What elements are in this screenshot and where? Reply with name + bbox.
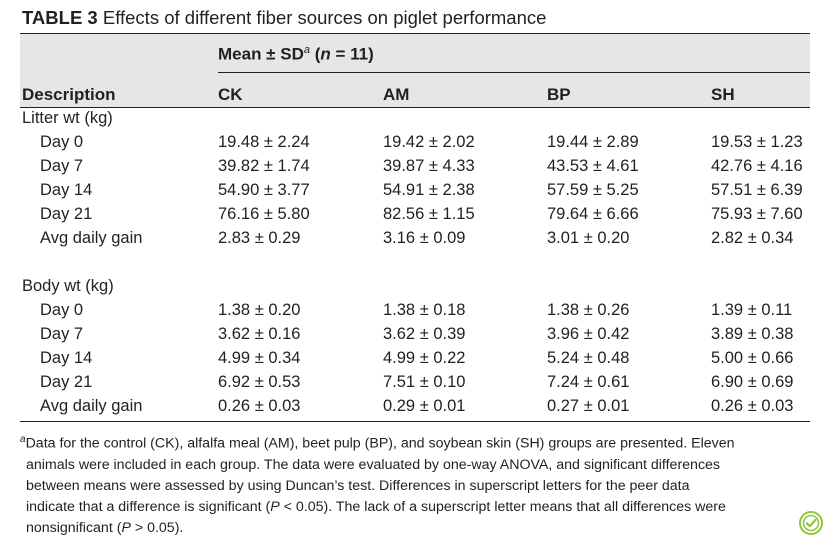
mean-sd-header: Mean ± SDa (n = 11) — [218, 44, 374, 65]
cell-sh: 3.89 ± 0.38 — [711, 325, 794, 343]
table-footnote: aData for the control (CK), alfalfa meal… — [20, 429, 810, 539]
cell-bp: 0.27 ± 0.01 — [547, 397, 630, 415]
mean-sd-label: Mean ± SD — [218, 44, 304, 64]
cell-bp: 79.64 ± 6.66 — [547, 205, 639, 223]
footnote-line: aData for the control (CK), alfalfa meal… — [20, 429, 810, 455]
p-variable: P — [270, 498, 280, 515]
cell-bp: 19.44 ± 2.89 — [547, 133, 639, 151]
footnote-marker: a — [20, 434, 26, 445]
cell-am: 3.62 ± 0.39 — [383, 325, 466, 343]
footnote-line: between means were assessed by using Dun… — [26, 477, 690, 494]
footnote-text: > 0.05). — [130, 519, 184, 536]
mean-sd-footnote-marker: a — [303, 44, 310, 56]
row-label: Day 0 — [40, 133, 84, 151]
row-label: Day 0 — [40, 301, 84, 319]
mean-n-variable: n — [320, 44, 331, 64]
p-variable: P — [121, 519, 131, 536]
cell-am: 54.91 ± 2.38 — [383, 181, 475, 199]
cell-sh: 1.39 ± 0.11 — [711, 301, 793, 319]
section-title-litter-wt: Litter wt (kg) — [22, 109, 113, 127]
cell-sh: 57.51 ± 6.39 — [711, 181, 803, 199]
cell-sh: 2.82 ± 0.34 — [711, 229, 794, 247]
cell-sh: 0.26 ± 0.03 — [711, 397, 794, 415]
footnote-line: indicate that a difference is significan… — [20, 497, 810, 518]
section-title-body-wt: Body wt (kg) — [22, 277, 114, 295]
row-label: Day 14 — [40, 349, 93, 367]
header-band — [20, 34, 810, 108]
cell-sh: 75.93 ± 7.60 — [711, 205, 803, 223]
cell-am: 82.56 ± 1.15 — [383, 205, 475, 223]
cell-sh: 42.76 ± 4.16 — [711, 157, 803, 175]
footnote-text: Data for the control (CK), alfalfa meal … — [25, 435, 735, 452]
bottom-rule — [20, 421, 810, 423]
row-label: Avg daily gain — [40, 229, 143, 247]
cell-ck: 6.92 ± 0.53 — [218, 373, 301, 391]
cell-ck: 3.62 ± 0.16 — [218, 325, 301, 343]
row-label: Avg daily gain — [40, 397, 143, 415]
row-label: Day 21 — [40, 205, 93, 223]
column-header-ck: CK — [218, 85, 243, 104]
cell-bp: 7.24 ± 0.61 — [547, 373, 630, 391]
row-label: Day 7 — [40, 325, 84, 343]
cell-sh: 5.00 ± 0.66 — [711, 349, 794, 367]
cell-ck: 39.82 ± 1.74 — [218, 157, 310, 175]
top-rule — [20, 33, 810, 35]
cell-sh: 6.90 ± 0.69 — [711, 373, 794, 391]
cell-am: 4.99 ± 0.22 — [383, 349, 466, 367]
checkmark-badge-icon[interactable] — [799, 511, 823, 535]
cell-am: 3.16 ± 0.09 — [383, 229, 466, 247]
cell-am: 39.87 ± 4.33 — [383, 157, 475, 175]
table-label: TABLE 3 — [22, 7, 98, 28]
cell-bp: 57.59 ± 5.25 — [547, 181, 639, 199]
cell-bp: 3.01 ± 0.20 — [547, 229, 630, 247]
cell-ck: 0.26 ± 0.03 — [218, 397, 301, 415]
cell-ck: 4.99 ± 0.34 — [218, 349, 301, 367]
column-header-sh: SH — [711, 85, 735, 104]
cell-ck: 1.38 ± 0.20 — [218, 301, 301, 319]
header-rule — [20, 107, 810, 108]
cell-bp: 43.53 ± 4.61 — [547, 157, 639, 175]
mean-n-open: ( — [309, 44, 321, 64]
cell-ck: 54.90 ± 3.77 — [218, 181, 310, 199]
row-label: Day 14 — [40, 181, 93, 199]
description-header: Description — [22, 85, 116, 104]
cell-am: 1.38 ± 0.18 — [383, 301, 466, 319]
footnote-line: animals were included in each group. The… — [26, 456, 721, 473]
cell-sh: 19.53 ± 1.23 — [711, 133, 803, 151]
cell-ck: 2.83 ± 0.29 — [218, 229, 301, 247]
mean-sd-underline — [218, 72, 810, 73]
cell-bp: 1.38 ± 0.26 — [547, 301, 630, 319]
footnote-text: nonsignificant ( — [26, 519, 122, 536]
cell-am: 19.42 ± 2.02 — [383, 133, 475, 151]
cell-ck: 19.48 ± 2.24 — [218, 133, 310, 151]
mean-n-value: = 11) — [330, 44, 374, 64]
cell-ck: 76.16 ± 5.80 — [218, 205, 310, 223]
footnote-line: nonsignificant (P > 0.05). — [20, 518, 810, 539]
column-header-am: AM — [383, 85, 410, 104]
cell-am: 0.29 ± 0.01 — [383, 397, 466, 415]
footnote-text: indicate that a difference is significan… — [26, 498, 271, 515]
cell-bp: 3.96 ± 0.42 — [547, 325, 630, 343]
table-title: Effects of different fiber sources on pi… — [102, 7, 547, 28]
row-label: Day 7 — [40, 157, 84, 175]
table-caption: TABLE 3 Effects of different fiber sourc… — [22, 7, 546, 29]
row-label: Day 21 — [40, 373, 93, 391]
cell-bp: 5.24 ± 0.48 — [547, 349, 630, 367]
column-header-bp: BP — [547, 85, 571, 104]
footnote-text: < 0.05). The lack of a superscript lette… — [279, 498, 726, 515]
cell-am: 7.51 ± 0.10 — [383, 373, 466, 391]
